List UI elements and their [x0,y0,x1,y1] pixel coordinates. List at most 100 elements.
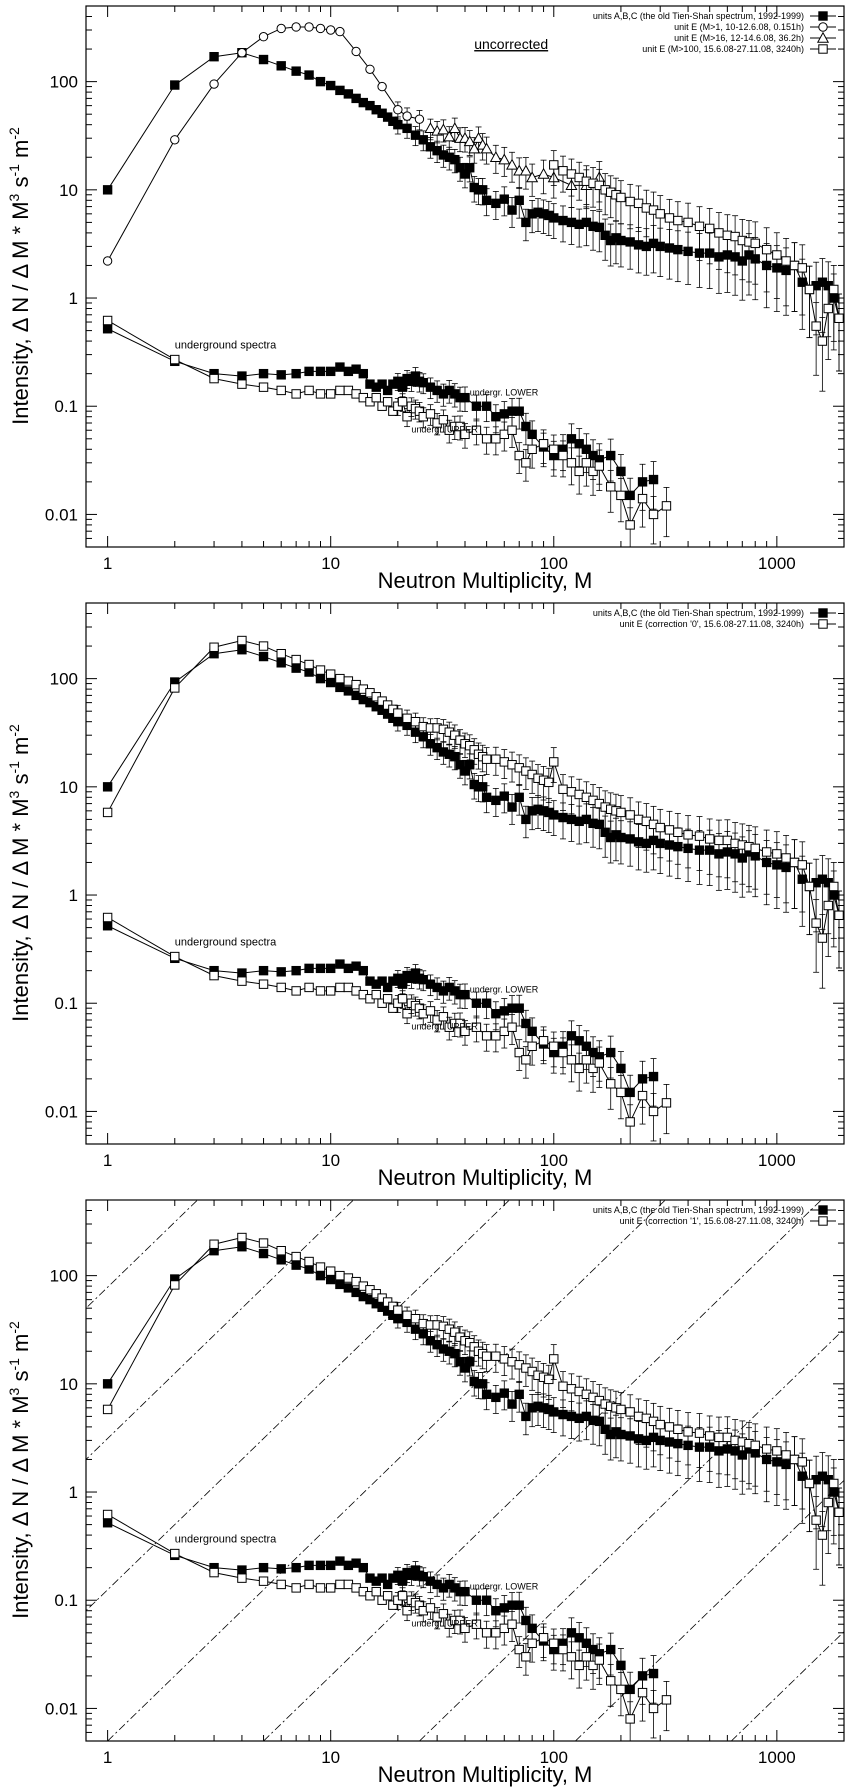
data-point [574,1633,584,1643]
data-point [558,1409,568,1420]
data-point [781,853,791,863]
data-point [625,237,635,247]
data-point [343,676,354,686]
data-point [521,1411,531,1422]
data-point [258,32,269,42]
data-point [315,1262,326,1272]
plot-area [102,635,844,1144]
data-point [538,1036,549,1046]
data-point [514,1600,524,1610]
data-point [491,1031,501,1041]
data-point [574,1036,584,1046]
data-point [402,111,412,121]
data-point [102,185,113,195]
data-point [834,910,844,920]
data-point [304,385,314,396]
data-point [276,648,286,659]
data-point [538,1633,549,1643]
data-point [463,135,476,147]
data-point [829,881,839,892]
legend-marker [818,1216,828,1226]
data-point [102,807,113,818]
data-point [315,23,326,34]
data-point [817,1530,828,1540]
data-point [491,1628,501,1638]
data-point [521,814,531,825]
data-point [519,164,532,176]
data-point [489,151,502,162]
data-point [351,46,361,57]
data-point [325,389,336,399]
data-point [521,1652,531,1662]
data-point [480,142,493,154]
data-point [343,1273,354,1283]
y-tick-label: 1 [69,1483,78,1502]
data-point [499,1388,509,1398]
data-point [315,673,326,684]
data-point [514,1389,524,1400]
data-point [616,235,626,246]
data-point [789,260,800,271]
data-point [661,1098,672,1108]
data-point [714,835,724,846]
data-point [425,409,436,419]
data-point [438,1012,449,1022]
data-point [537,167,550,179]
data-point [237,1242,247,1252]
y-tick-label: 0.01 [45,505,78,524]
data-point [566,434,577,444]
data-point [491,412,501,422]
data-point [371,1586,381,1597]
legend-label: unit E (M>1, 10-12.6.08, 0.151h) [674,22,804,32]
data-point [209,79,219,89]
data-point [491,198,501,209]
data-point [594,1655,605,1665]
data-point [507,1022,517,1032]
x-tick-label: 1 [103,554,112,573]
y-tick-label: 10 [59,778,78,797]
data-point [304,1579,314,1590]
data-point [574,466,584,477]
data-point [558,166,568,176]
data-point [817,336,828,346]
data-point [750,1440,760,1451]
data-point [521,458,531,468]
data-point [291,654,301,665]
data-point [507,205,517,215]
data-point [811,1515,821,1525]
data-point [823,1497,833,1508]
guide-line [263,1200,822,1741]
x-tick-label: 100 [540,1151,568,1170]
data-point [397,382,408,392]
data-point [606,1676,616,1686]
data-point [549,160,559,170]
data-point [566,787,577,797]
data-point [722,835,733,846]
data-point [789,857,800,868]
data-point [797,860,807,870]
legend-marker [818,44,828,54]
data-point [335,682,345,693]
data-point [521,421,531,432]
data-point [450,751,460,762]
x-tick-label: 100 [540,1748,568,1767]
legend: units A,B,C (the old Tien-Shan spectrum,… [593,608,836,629]
y-tick-label: 0.1 [54,397,78,416]
data-point [606,482,616,492]
data-point [549,1354,559,1364]
annotation: undergr. LOWER [470,388,539,398]
data-point [714,228,724,238]
data-point [514,1003,524,1013]
data-point [491,1009,501,1019]
data-point [521,1615,531,1626]
data-point [481,1031,492,1041]
data-point [237,968,247,978]
data-point [616,1660,626,1671]
data-point [834,1507,844,1517]
data-point [382,982,393,993]
data-point [834,313,844,323]
data-point [343,366,354,377]
data-point [499,1354,509,1364]
data-point [291,1260,301,1270]
data-point [258,641,269,651]
